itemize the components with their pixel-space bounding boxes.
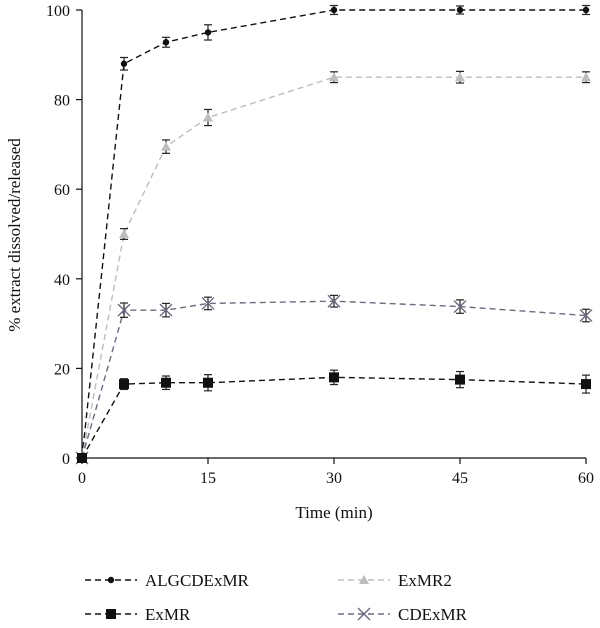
series-exmr2 — [77, 70, 591, 462]
data-point — [117, 303, 131, 317]
legend-item-algcdexmr: ALGCDExMR — [85, 571, 250, 590]
axes: 0 15 30 45 60 0 20 40 60 80 100 — [46, 3, 594, 487]
data-point — [161, 377, 171, 388]
series-cdexmr — [75, 294, 593, 465]
data-point — [162, 39, 170, 46]
series-exmr — [77, 369, 591, 463]
data-point — [453, 300, 467, 314]
data-point — [357, 607, 371, 621]
data-point — [581, 379, 591, 390]
x-axis-label: Time (min) — [295, 503, 372, 522]
legend-item-exmr2: ExMR2 — [338, 571, 452, 590]
data-point — [581, 72, 591, 82]
legend: ALGCDExMR ExMR2 ExMR CDExMR — [85, 571, 468, 624]
data-point — [456, 6, 464, 14]
data-point — [203, 377, 213, 388]
data-point — [77, 453, 87, 463]
y-tick-label: 60 — [54, 182, 70, 199]
legend-label: ALGCDExMR — [145, 571, 250, 590]
data-point — [106, 609, 116, 619]
y-tick-label: 100 — [46, 3, 70, 20]
data-point — [582, 6, 590, 14]
y-tick-label: 20 — [54, 361, 70, 378]
data-point — [119, 229, 129, 238]
data-point — [579, 309, 593, 323]
legend-label: ExMR — [145, 605, 191, 624]
series-line — [81, 76, 586, 459]
x-tick-label: 45 — [452, 470, 468, 487]
data-point — [327, 294, 341, 308]
data-point — [120, 60, 128, 67]
data-point — [330, 6, 338, 14]
data-point — [107, 576, 115, 584]
legend-item-exmr: ExMR — [85, 605, 191, 624]
data-point — [201, 296, 215, 310]
x-tick-label: 60 — [578, 470, 594, 487]
data-point — [359, 575, 369, 584]
series-layer — [75, 4, 593, 465]
series-line — [81, 376, 587, 459]
x-tick-label: 30 — [326, 470, 342, 487]
legend-item-cdexmr: CDExMR — [338, 605, 468, 624]
y-axis-label: % extract dissolved/released — [5, 138, 24, 332]
data-point — [329, 372, 339, 383]
y-tick-label: 80 — [54, 93, 70, 110]
data-point — [119, 379, 129, 390]
y-tick-label: 0 — [62, 451, 70, 468]
y-tick-label: 40 — [54, 272, 70, 289]
x-tick-label: 15 — [200, 470, 216, 487]
data-point — [203, 112, 213, 122]
legend-label: ExMR2 — [398, 571, 452, 590]
data-point — [204, 29, 212, 36]
data-point — [329, 72, 339, 82]
data-point — [455, 72, 465, 82]
data-point — [161, 141, 171, 151]
data-point — [159, 303, 173, 317]
data-point — [455, 374, 465, 385]
x-tick-label: 0 — [78, 470, 86, 487]
legend-label: CDExMR — [398, 605, 468, 624]
